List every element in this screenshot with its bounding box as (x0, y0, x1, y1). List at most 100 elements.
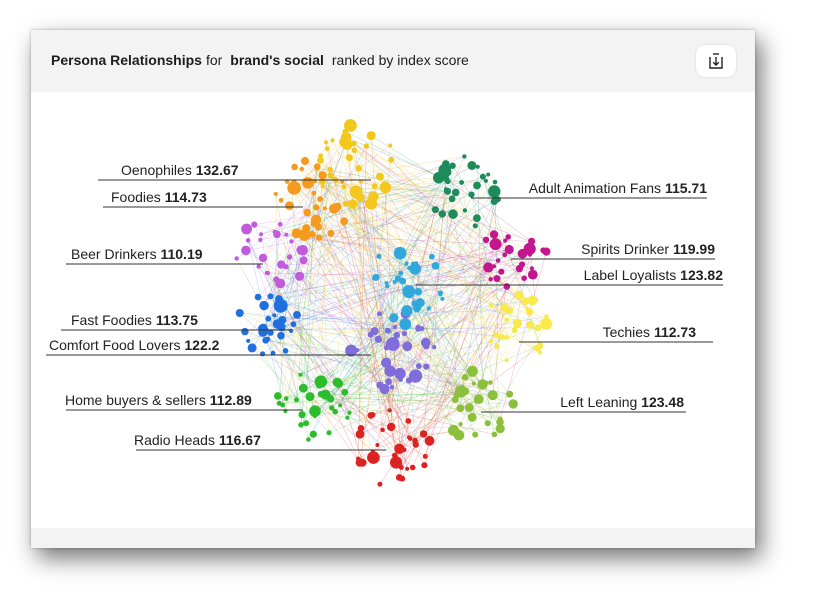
network-node (298, 383, 308, 393)
network-edge (314, 180, 523, 265)
persona-label: Home buyers & sellers 112.89 (65, 392, 252, 408)
network-node (451, 188, 460, 197)
network-edge (354, 149, 466, 211)
network-node (327, 229, 335, 237)
network-edge (264, 177, 439, 327)
network-edge (279, 390, 466, 404)
network-edge (440, 165, 453, 294)
network-node (390, 456, 403, 469)
network-edge (270, 165, 473, 297)
network-edge (306, 227, 395, 319)
network-node (424, 435, 435, 446)
network-node (272, 313, 277, 318)
network-node (496, 418, 504, 426)
network-edge (280, 283, 350, 413)
network-edge (408, 267, 476, 435)
network-node (324, 140, 328, 145)
network-edge (379, 254, 531, 485)
network-node (515, 264, 524, 273)
network-edge (286, 234, 479, 400)
network-edge (278, 175, 331, 404)
network-edge (314, 156, 465, 182)
network-edge (318, 176, 484, 238)
network-node (351, 140, 357, 147)
network-edge (265, 340, 491, 383)
network-edge (300, 263, 407, 375)
network-edge (333, 137, 347, 209)
network-edge (360, 181, 393, 345)
network-edge (262, 353, 303, 415)
network-node (487, 390, 498, 401)
network-edge (433, 163, 447, 348)
network-edge (335, 408, 461, 412)
download-button[interactable] (696, 45, 736, 77)
network-edge (320, 393, 409, 422)
network-node (320, 184, 325, 189)
network-edge (272, 221, 345, 354)
network-node (273, 276, 280, 283)
network-edge (304, 235, 425, 466)
network-edge (325, 394, 460, 408)
network-node (404, 261, 409, 266)
network-node (460, 385, 466, 390)
network-node (512, 318, 522, 328)
network-node (407, 436, 413, 441)
persona-score: 116.67 (219, 432, 261, 448)
network-edge (314, 339, 379, 417)
network-node (503, 238, 508, 243)
network-node (442, 175, 450, 182)
network-nodes (234, 119, 553, 487)
network-edge (267, 272, 345, 393)
network-edge (461, 182, 501, 429)
network-edge (251, 347, 330, 434)
network-node (283, 396, 289, 401)
network-edge (314, 387, 463, 417)
network-edge (460, 295, 520, 425)
network-edge (307, 182, 338, 207)
network-edge (487, 323, 547, 424)
network-node (527, 269, 538, 280)
network-node (394, 443, 405, 454)
network-node (448, 195, 456, 203)
network-node (311, 190, 317, 196)
network-edge (252, 306, 505, 349)
network-edge (472, 271, 502, 372)
network-edge (442, 268, 532, 300)
network-node (274, 392, 282, 400)
card-title: Persona Relationships for brand's social ra… (51, 52, 469, 68)
network-node (461, 373, 469, 381)
network-node (338, 403, 343, 408)
network-edge (296, 169, 331, 315)
network-edge (410, 430, 456, 439)
network-node (419, 326, 425, 332)
network-edge (274, 234, 278, 316)
network-node (327, 166, 333, 173)
network-edge (265, 340, 473, 372)
network-node (491, 431, 498, 438)
network-edge (494, 264, 523, 335)
network-node (429, 253, 435, 260)
network-edge (322, 186, 401, 254)
network-edge (285, 191, 357, 412)
network-edge (331, 267, 489, 409)
network-edge (435, 265, 518, 324)
network-node (345, 154, 353, 162)
network-node (472, 431, 479, 438)
network-edge (316, 166, 476, 435)
network-node (486, 172, 491, 177)
network-edge (379, 283, 387, 314)
network-node (388, 143, 393, 148)
network-edge (354, 149, 443, 215)
network-edge (245, 213, 443, 251)
network-node (483, 262, 494, 273)
network-node (508, 399, 518, 409)
network-edge (257, 266, 287, 298)
persona-label: Spirits Drinker 119.99 (581, 241, 715, 257)
network-edge (239, 312, 501, 423)
network-edge (287, 181, 433, 257)
persona-label: Left Leaning 123.48 (560, 394, 684, 410)
network-node (384, 327, 391, 334)
network-node (284, 232, 289, 237)
network-edge (447, 180, 486, 182)
network-node (405, 418, 412, 424)
